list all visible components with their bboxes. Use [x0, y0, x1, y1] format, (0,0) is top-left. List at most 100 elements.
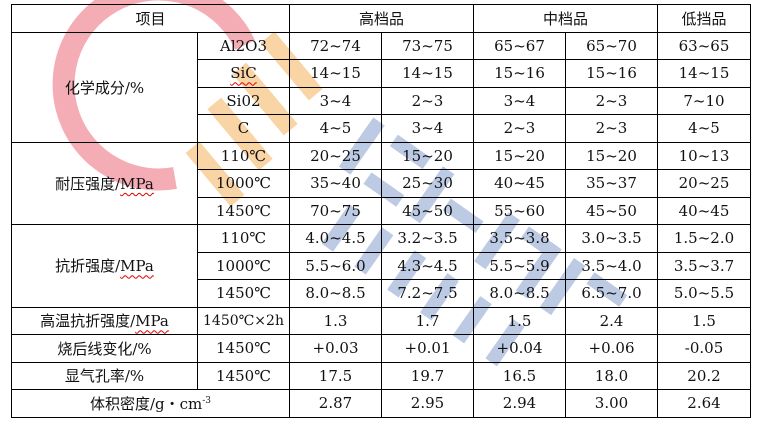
value-cell: 7.2~7.5 — [381, 279, 474, 308]
value-cell: 1.5~2.0 — [657, 224, 751, 253]
value-cell: 55~60 — [473, 196, 566, 225]
table-row: 高温抗折强度/MPa 1450℃×2h 1.3 1.7 1.5 2.4 1.5 — [11, 306, 751, 335]
value-cell: 3.0~3.5 — [565, 224, 658, 253]
density-row: 体积密度/g・cm-3 2.87 2.95 2.94 3.00 2.64 — [11, 389, 751, 418]
value-cell: 40~45 — [657, 196, 751, 225]
value-cell: 6.5~7.0 — [565, 279, 658, 308]
value-cell: +0.01 — [381, 334, 474, 363]
value-cell: 35~37 — [565, 169, 658, 198]
value-cell: 2~3 — [565, 86, 658, 115]
value-cell: 15~16 — [565, 59, 658, 88]
sub-item-label: SiC — [197, 59, 290, 88]
sub-item-label: 1450℃ — [197, 196, 290, 225]
table-row: 显气孔率/% 1450℃ 17.5 19.7 16.5 18.0 20.2 — [11, 361, 751, 390]
value-cell: +0.03 — [289, 334, 382, 363]
value-cell: 10~13 — [657, 141, 751, 170]
sub-item-label: 1000℃ — [197, 251, 290, 280]
value-cell: 40~45 — [473, 169, 566, 198]
header-low: 低挡品 — [657, 4, 751, 33]
value-cell: 3.00 — [565, 389, 658, 418]
sub-item-label: 110℃ — [197, 224, 290, 253]
value-cell: 3~4 — [289, 86, 382, 115]
value-cell: 2.87 — [289, 389, 382, 418]
value-cell: 2~3 — [473, 114, 566, 143]
value-cell: 3.5~3.8 — [473, 224, 566, 253]
value-cell: 8.0~8.5 — [289, 279, 382, 308]
value-cell: 2.95 — [381, 389, 474, 418]
value-cell: 72~74 — [289, 31, 382, 60]
value-cell: 25~30 — [381, 169, 474, 198]
value-cell: 15~20 — [381, 141, 474, 170]
value-cell: 3.5~3.7 — [657, 251, 751, 280]
value-cell: 4.3~4.5 — [381, 251, 474, 280]
sub-item-label: 1000℃ — [197, 169, 290, 198]
value-cell: 15~20 — [473, 141, 566, 170]
header-mid: 中档品 — [473, 4, 658, 33]
value-cell: 17.5 — [289, 361, 382, 390]
value-cell: 3.5~4.0 — [565, 251, 658, 280]
table-row: 烧后线变化/% 1450℃ +0.03 +0.01 +0.04 +0.06 -0.05 — [11, 334, 751, 363]
value-cell: 18.0 — [565, 361, 658, 390]
value-cell: 2.4 — [565, 306, 658, 335]
condition-cell: 1450℃×2h — [197, 306, 290, 335]
table-row: 抗折强度/MPa 110℃ 4.0~4.5 3.2~3.5 3.5~3.8 3.0~3.5… — [11, 224, 751, 308]
value-cell: -0.05 — [657, 334, 751, 363]
value-cell: 45~50 — [381, 196, 474, 225]
value-cell: 19.7 — [381, 361, 474, 390]
value-cell: 2.64 — [657, 389, 751, 418]
value-cell: 5.5~5.9 — [473, 251, 566, 280]
value-cell: 14~15 — [289, 59, 382, 88]
value-cell: 14~15 — [381, 59, 474, 88]
flex-group-label: 抗折强度/MPa — [11, 224, 198, 308]
value-cell: 20~25 — [657, 169, 751, 198]
value-cell: 4~5 — [657, 114, 751, 143]
sub-item-label: 110℃ — [197, 141, 290, 170]
density-label-text: 体积密度/g・cm — [89, 394, 203, 413]
row-label: 显气孔率/% — [11, 361, 198, 390]
table-row: 耐压强度/MPa 110℃ 20~25 15~20 15~20 15~20 10~13 — [11, 141, 751, 225]
value-cell: 1.7 — [381, 306, 474, 335]
density-label: 体积密度/g・cm-3 — [11, 389, 290, 418]
sub-item-label: C — [197, 114, 290, 143]
value-cell: 14~15 — [657, 59, 751, 88]
chem-group-label: 化学成分/% — [11, 31, 198, 143]
value-cell: 2.94 — [473, 389, 566, 418]
sub-item-label: Al2O3 — [197, 31, 290, 60]
value-cell: 8.0~8.5 — [473, 279, 566, 308]
density-label-sup: -3 — [202, 395, 212, 406]
value-cell: 1.5 — [657, 306, 751, 335]
value-cell: 1.5 — [473, 306, 566, 335]
value-cell: 3.2~3.5 — [381, 224, 474, 253]
condition-cell: 1450℃ — [197, 334, 290, 363]
value-cell: 35~40 — [289, 169, 382, 198]
value-cell: 15~20 — [565, 141, 658, 170]
value-cell: 2~3 — [381, 86, 474, 115]
value-cell: 15~16 — [473, 59, 566, 88]
value-cell: 45~50 — [565, 196, 658, 225]
value-cell: 20~25 — [289, 141, 382, 170]
condition-cell: 1450℃ — [197, 361, 290, 390]
value-cell: +0.06 — [565, 334, 658, 363]
header-high: 高档品 — [289, 4, 474, 33]
spec-table: 项目 高档品 中档品 低挡品 化学成分/% Al2O3 72~74 73~75 65~6… — [11, 4, 751, 418]
row-label: 高温抗折强度/MPa — [11, 306, 198, 335]
value-cell: 20.2 — [657, 361, 751, 390]
value-cell: 63~65 — [657, 31, 751, 60]
value-cell: 5.5~6.0 — [289, 251, 382, 280]
row-label: 烧后线变化/% — [11, 334, 198, 363]
group-label-text: 抗折强度/MPa — [55, 257, 154, 276]
sub-item-label: 1450℃ — [197, 279, 290, 308]
crush-group-label: 耐压强度/MPa — [11, 141, 198, 225]
value-cell: 65~67 — [473, 31, 566, 60]
header-row: 项目 高档品 中档品 低挡品 — [11, 4, 751, 33]
header-item: 项目 — [11, 4, 290, 33]
value-cell: 3~4 — [473, 86, 566, 115]
value-cell: 4.0~4.5 — [289, 224, 382, 253]
value-cell: 70~75 — [289, 196, 382, 225]
value-cell: 16.5 — [473, 361, 566, 390]
value-cell: 65~70 — [565, 31, 658, 60]
value-cell: 4~5 — [289, 114, 382, 143]
value-cell: +0.04 — [473, 334, 566, 363]
sub-item-label: Si02 — [197, 86, 290, 115]
value-cell: 2~3 — [565, 114, 658, 143]
